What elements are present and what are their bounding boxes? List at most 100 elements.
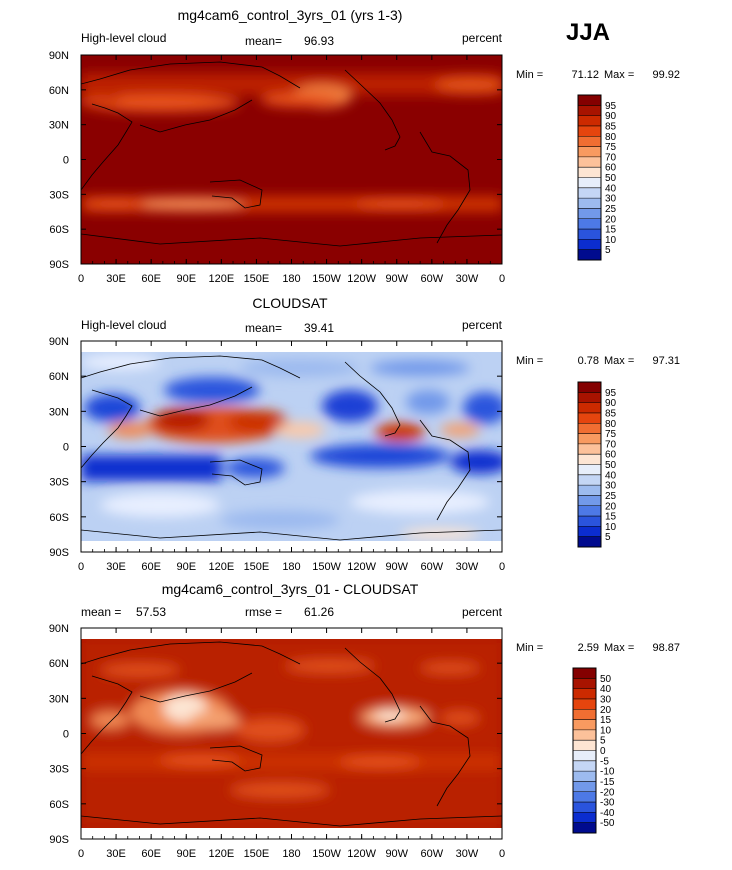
colorbar-box: [573, 709, 596, 720]
panel-observation: CLOUDSAT High-level cloud mean= 39.41 pe…: [80, 295, 503, 553]
y-tick-label: 0: [63, 729, 69, 741]
y-tick-label: 0: [63, 155, 69, 167]
colorbar-box: [578, 474, 601, 486]
mean-value: 39.41: [304, 321, 334, 335]
colorbar-label: 70: [605, 439, 617, 450]
x-tick-label: 30W: [456, 848, 479, 860]
max-label: Max =: [604, 642, 634, 654]
x-tick-label: 150E: [244, 273, 270, 285]
colorbar-box: [573, 822, 596, 834]
colorbar-box: [578, 218, 601, 230]
colorbar-label: -50: [600, 818, 615, 829]
colorbar-box: [578, 402, 601, 414]
y-tick-label: 60S: [49, 512, 69, 524]
colorbar-label: 60: [605, 163, 617, 174]
field-shading: [81, 639, 502, 828]
colorbar-box: [578, 464, 601, 476]
colorbar-box: [573, 750, 596, 762]
colorbar-label: 50: [600, 674, 612, 685]
x-tick-label: 150E: [244, 561, 270, 573]
colorbar-box: [578, 177, 601, 189]
colorbar-label: -20: [600, 787, 615, 798]
x-tick-label: 120W: [347, 273, 376, 285]
colorbar-box: [573, 802, 596, 813]
season-label: JJA: [566, 19, 610, 46]
map-field: [81, 55, 502, 264]
x-tick-label: 150E: [244, 848, 270, 860]
y-tick-label: 60N: [49, 371, 69, 383]
colorbar-box: [578, 443, 601, 455]
min-label: Min =: [516, 355, 543, 367]
x-tick-label: 90W: [385, 848, 408, 860]
y-tick-label: 60S: [49, 799, 69, 811]
y-tick-label: 90S: [49, 834, 69, 846]
colorbar-box: [578, 198, 601, 209]
colorbar-box: [578, 167, 601, 178]
colorbar-label: 50: [605, 173, 617, 184]
colorbar-box: [578, 495, 601, 507]
x-tick-label: 180: [282, 848, 300, 860]
x-tick-label: 0: [499, 848, 505, 860]
x-tick-label: 30E: [106, 848, 126, 860]
x-tick-label: 60E: [141, 561, 161, 573]
y-tick-label: 30N: [49, 693, 69, 705]
x-tick-label: 60E: [141, 273, 161, 285]
colorbar-label: 60: [605, 450, 617, 461]
colorbar-box: [578, 433, 601, 445]
colorbar-box: [578, 412, 601, 424]
y-tick-label: 30N: [49, 120, 69, 132]
variable-label: High-level cloud: [81, 318, 166, 332]
min-value: 71.12: [571, 69, 599, 81]
colorbar-box: [578, 382, 601, 393]
colorbar-box: [573, 678, 596, 689]
colorbar-box: [578, 516, 601, 527]
panel-title: mg4cam6_control_3yrs_01 (yrs 1-3): [178, 7, 403, 23]
panel-0-minmax: Min = 71.12 Max = 99.92: [516, 69, 680, 81]
colorbar-label: 50: [605, 460, 617, 471]
colorbar-label: 30: [605, 194, 617, 205]
colorbar-box: [573, 791, 596, 803]
colorbar-label: 15: [605, 225, 617, 236]
x-tick-label: 120E: [208, 561, 234, 573]
units-label: percent: [462, 31, 503, 45]
x-tick-label: 90E: [176, 561, 196, 573]
colorbar-box: [578, 208, 601, 220]
x-tick-label: 0: [499, 561, 505, 573]
colorbar-box: [573, 729, 596, 741]
colorbar-label: 5: [600, 736, 606, 747]
rmse-label: rmse =: [245, 605, 282, 619]
colorbar-label: 30: [605, 481, 617, 492]
x-tick-label: 150W: [312, 561, 341, 573]
colorbar-label: 80: [605, 132, 617, 143]
colorbar-box: [578, 423, 601, 434]
coastlines: [81, 355, 502, 541]
units-label: percent: [462, 318, 503, 332]
x-tick-label: 30E: [106, 561, 126, 573]
mean-value: 96.93: [304, 34, 334, 48]
colorbar-box: [578, 392, 601, 403]
colorbar-label: 85: [605, 121, 617, 132]
y-tick-label: 30S: [49, 764, 69, 776]
x-tick-label: 90W: [385, 561, 408, 573]
colorbar-label: -5: [600, 756, 609, 767]
colorbar-label: 95: [605, 101, 617, 112]
colorbar-label: 40: [605, 470, 617, 481]
panel-1-axes: 0 30E 60E 90E 120E 150E 180 150W 120W 90W 60W 30W 09…: [49, 336, 505, 573]
colorbar-label: 10: [600, 725, 612, 736]
colorbar-box: [578, 229, 601, 240]
colorbar-box: [578, 125, 601, 137]
panel-2-axes: 0 30E 60E 90E 120E 150E 180 150W 120W 90W 60W 30W 09…: [49, 623, 505, 860]
colorbar-box: [573, 740, 596, 751]
colorbar-label: 15: [600, 715, 612, 726]
x-tick-label: 150W: [312, 273, 341, 285]
max-value: 98.87: [652, 642, 680, 654]
colorbar-label: 5: [605, 245, 611, 256]
field-shading: [81, 354, 502, 540]
colorbar-box: [578, 454, 601, 465]
colorbar-label: 40: [600, 684, 612, 695]
colorbar-box: [578, 485, 601, 496]
panel-model: mg4cam6_control_3yrs_01 (yrs 1-3) High-l…: [80, 7, 503, 265]
colorbar-label: 5: [605, 532, 611, 543]
